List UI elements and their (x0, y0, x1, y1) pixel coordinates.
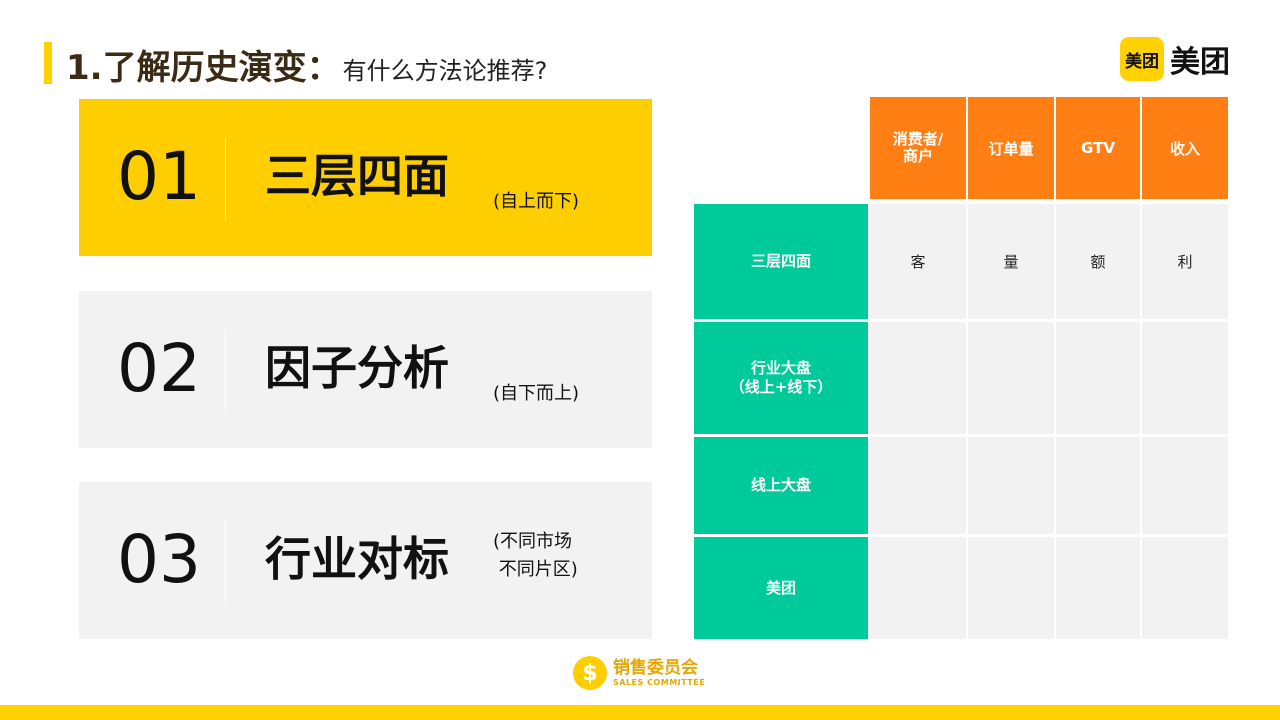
page-title: 1.了解历史演变： 有什么方法论推荐? (66, 40, 548, 88)
matrix-cell (870, 322, 966, 434)
matrix-cell (1056, 437, 1140, 534)
matrix-cell: 客 (870, 204, 966, 319)
page-title-subtitle: 有什么方法论推荐? (342, 57, 548, 85)
matrix-cell: 利 (1142, 204, 1228, 319)
methodology-matrix: 消费者/ 商户 订单量 GTV 收入 三层四面 客 量 额 利 行业大盘 （线上… (694, 97, 1228, 639)
meituan-logo: 美团 美团 (1120, 37, 1230, 81)
method-divider (225, 137, 226, 221)
method-card-1: 01 三层四面 (自上而下) (79, 99, 652, 256)
method-title: 三层四面 (265, 149, 449, 203)
matrix-col-header: 消费者/ 商户 (870, 97, 966, 199)
bottom-accent-strip (0, 705, 1280, 720)
matrix-cell: 额 (1056, 204, 1140, 319)
matrix-col-header: GTV (1056, 97, 1140, 199)
page-title-main: 1.了解历史演变： (66, 48, 341, 88)
method-card-2: 02 因子分析 (自下而上) (79, 291, 652, 448)
meituan-logo-icon: 美团 (1120, 37, 1164, 81)
matrix-cell: 量 (968, 204, 1054, 319)
matrix-cell (1142, 437, 1228, 534)
matrix-cell (870, 437, 966, 534)
sales-committee-text: 销售委员会 SALES COMMITTEE (613, 658, 706, 688)
matrix-cell (1142, 322, 1228, 434)
meituan-logo-text: 美团 (1170, 45, 1230, 80)
matrix-col-header: 订单量 (968, 97, 1054, 199)
matrix-cell (968, 537, 1054, 639)
method-divider (225, 329, 226, 413)
sales-committee-logo: $ 销售委员会 SALES COMMITTEE (573, 656, 705, 690)
method-number: 03 (117, 521, 201, 598)
sales-committee-name-cn: 销售委员会 (613, 658, 698, 678)
matrix-cell (1056, 537, 1140, 639)
method-number: 02 (117, 330, 201, 407)
method-card-3: 03 行业对标 (不同市场 不同片区) (79, 482, 652, 639)
matrix-col-header: 收入 (1142, 97, 1228, 199)
matrix-row-header: 行业大盘 （线上+线下） (694, 322, 868, 434)
matrix-row-header: 三层四面 (694, 204, 868, 319)
sales-committee-name-en: SALES COMMITTEE (613, 678, 706, 687)
matrix-cell (1056, 322, 1140, 434)
matrix-cell (1142, 537, 1228, 639)
matrix-row-header: 美团 (694, 537, 868, 639)
method-note: (不同市场 不同片区) (493, 531, 578, 580)
method-divider (225, 520, 226, 604)
matrix-cell (968, 322, 1054, 434)
matrix-cell (968, 437, 1054, 534)
matrix-cell (870, 537, 966, 639)
method-number: 01 (117, 138, 201, 215)
method-title: 因子分析 (265, 341, 449, 395)
method-note: (自上而下) (493, 191, 580, 212)
dollar-coin-icon: $ (573, 656, 607, 690)
method-note: (自下而上) (493, 383, 580, 404)
matrix-row-header: 线上大盘 (694, 437, 868, 534)
title-accent-bar (44, 42, 52, 84)
method-title: 行业对标 (265, 532, 449, 586)
